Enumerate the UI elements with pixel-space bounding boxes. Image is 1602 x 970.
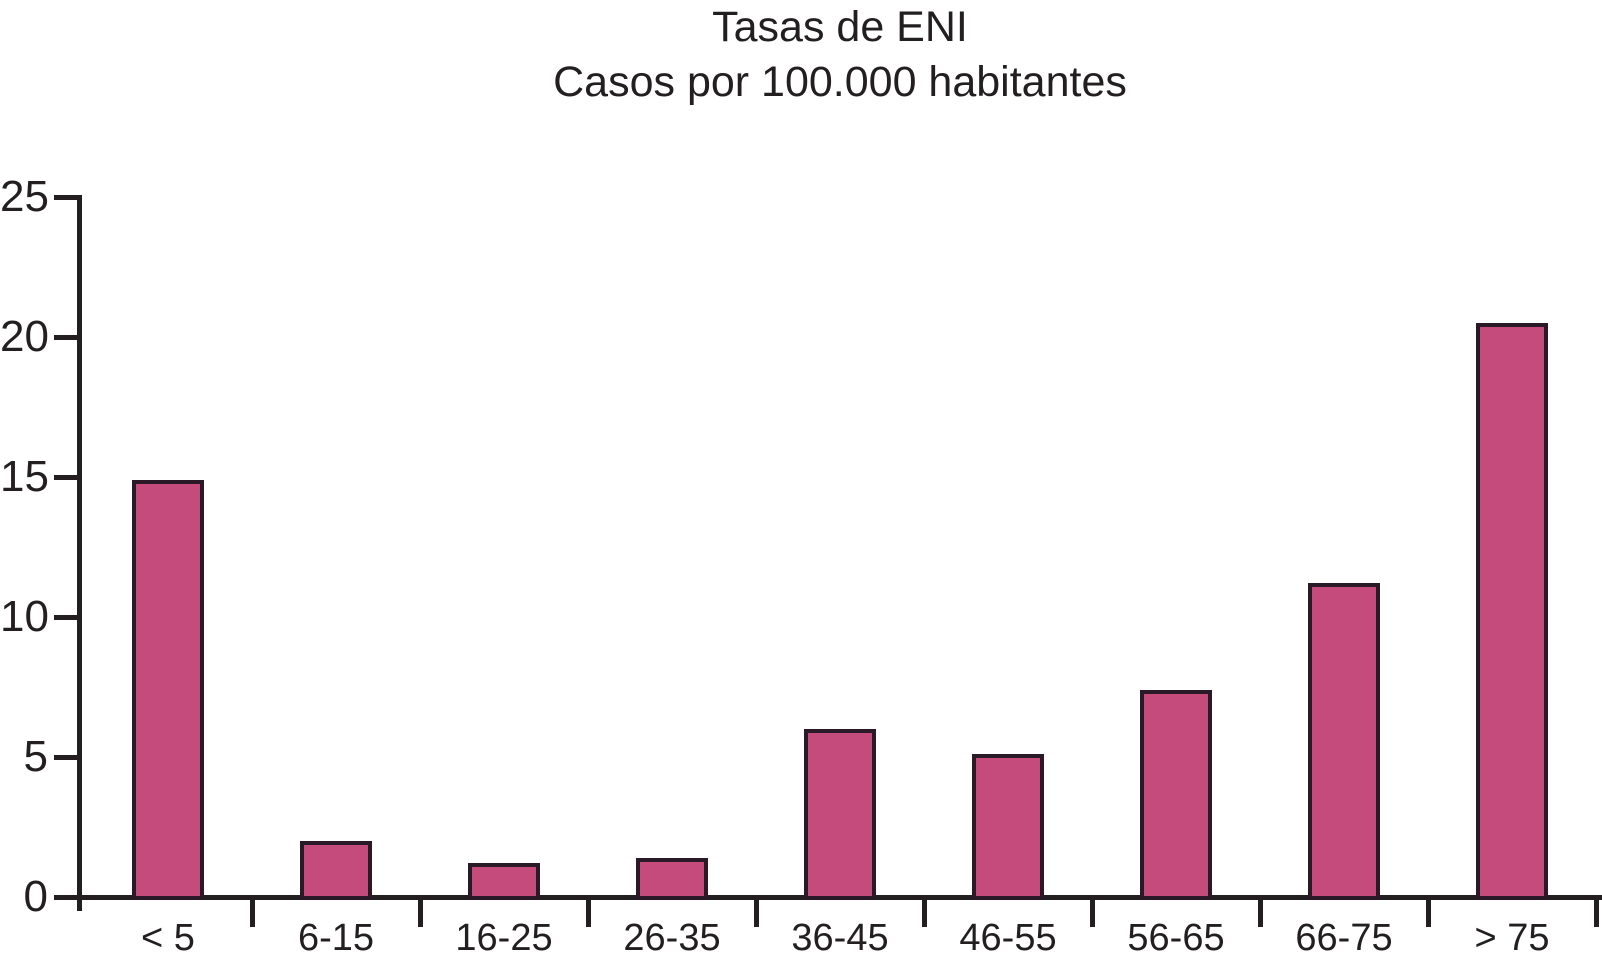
bar-16-25 (468, 863, 540, 900)
x-tick-label: 26-35 (623, 917, 721, 959)
x-tick-label: < 5 (141, 917, 195, 959)
x-tick-label: 36-45 (791, 917, 889, 959)
y-tick (54, 195, 80, 200)
chart-title: Tasas de ENI Casos por 100.000 habitante… (84, 0, 1596, 110)
y-tick (54, 475, 80, 480)
y-tick (54, 755, 80, 760)
bar->75 (1476, 323, 1548, 900)
bar-56-65 (1140, 689, 1212, 900)
y-tick (54, 615, 80, 620)
x-tick (249, 897, 255, 927)
x-tick (1089, 897, 1095, 927)
x-tick (417, 897, 423, 927)
x-tick-label: > 75 (1474, 917, 1550, 959)
x-tick-label: 56-65 (1127, 917, 1225, 959)
bar-26-35 (636, 857, 708, 900)
y-axis-line (77, 195, 82, 911)
bar-6-15 (300, 841, 372, 900)
x-tick (921, 897, 927, 927)
y-tick-label: 20 (0, 312, 49, 361)
y-tick-label: 0 (23, 872, 48, 921)
x-tick-label: 16-25 (455, 917, 553, 959)
y-tick-label: 25 (0, 172, 49, 221)
y-tick-label: 5 (23, 732, 48, 781)
x-tick (585, 897, 591, 927)
bar-46-55 (972, 754, 1044, 900)
x-tick-label: 66-75 (1295, 917, 1393, 959)
y-tick (54, 335, 80, 340)
chart-title-line2: Casos por 100.000 habitantes (553, 58, 1127, 106)
bar-<5 (132, 479, 204, 900)
bar-66-75 (1308, 583, 1380, 900)
x-tick (1257, 897, 1263, 927)
x-tick (1425, 897, 1431, 927)
x-tick (1593, 897, 1599, 927)
chart-title-line1: Tasas de ENI (712, 3, 968, 51)
y-tick-label: 15 (0, 452, 49, 501)
y-tick (54, 895, 80, 900)
bar-36-45 (804, 729, 876, 900)
x-tick-label: 6-15 (297, 917, 375, 959)
x-tick (753, 897, 759, 927)
y-tick-label: 10 (0, 592, 49, 641)
x-tick-label: 46-55 (959, 917, 1057, 959)
